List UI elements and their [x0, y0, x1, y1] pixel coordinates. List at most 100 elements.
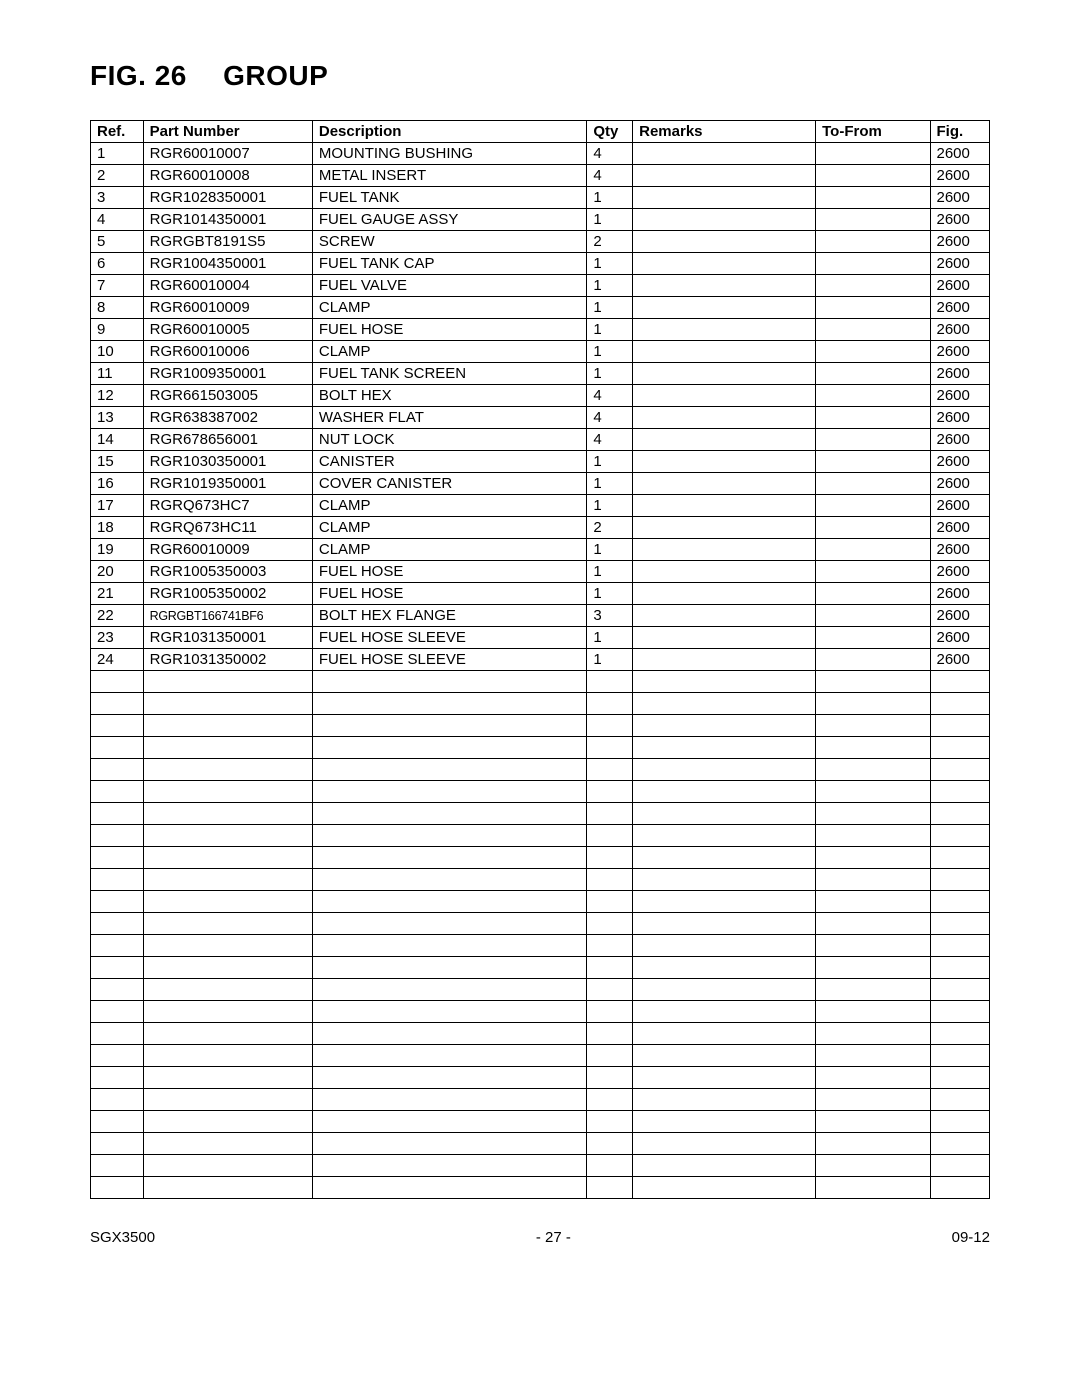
- cell-desc: BOLT HEX FLANGE: [312, 605, 587, 627]
- table-row: 22RGRGBT166741BF6BOLT HEX FLANGE32600: [91, 605, 990, 627]
- cell-ref: 6: [91, 253, 144, 275]
- cell-fig: 2600: [930, 649, 990, 671]
- cell-desc: [312, 1045, 587, 1067]
- cell-tf: [816, 847, 930, 869]
- cell-qty: 1: [587, 341, 633, 363]
- cell-rem: [633, 209, 816, 231]
- cell-desc: CLAMP: [312, 517, 587, 539]
- cell-pn: [143, 979, 312, 1001]
- cell-tf: [816, 473, 930, 495]
- table-row: 23RGR1031350001FUEL HOSE SLEEVE12600: [91, 627, 990, 649]
- cell-rem: [633, 1001, 816, 1023]
- cell-tf: [816, 935, 930, 957]
- cell-pn: [143, 1089, 312, 1111]
- cell-qty: 1: [587, 319, 633, 341]
- cell-rem: [633, 297, 816, 319]
- cell-pn: RGR661503005: [143, 385, 312, 407]
- table-row: [91, 1045, 990, 1067]
- cell-fig: 2600: [930, 165, 990, 187]
- cell-qty: 4: [587, 165, 633, 187]
- cell-fig: 2600: [930, 451, 990, 473]
- col-qty: Qty: [587, 121, 633, 143]
- cell-fig: 2600: [930, 143, 990, 165]
- cell-ref: [91, 759, 144, 781]
- cell-rem: [633, 341, 816, 363]
- cell-fig: [930, 1001, 990, 1023]
- table-row: [91, 1001, 990, 1023]
- cell-rem: [633, 143, 816, 165]
- cell-qty: 1: [587, 627, 633, 649]
- cell-ref: 2: [91, 165, 144, 187]
- cell-qty: [587, 935, 633, 957]
- cell-ref: [91, 913, 144, 935]
- cell-ref: 22: [91, 605, 144, 627]
- cell-fig: [930, 803, 990, 825]
- table-row: 8RGR60010009CLAMP12600: [91, 297, 990, 319]
- cell-rem: [633, 979, 816, 1001]
- cell-desc: CANISTER: [312, 451, 587, 473]
- cell-fig: [930, 1067, 990, 1089]
- cell-pn: [143, 781, 312, 803]
- cell-fig: [930, 1177, 990, 1199]
- cell-qty: [587, 671, 633, 693]
- cell-fig: 2600: [930, 473, 990, 495]
- cell-tf: [816, 1155, 930, 1177]
- cell-fig: [930, 891, 990, 913]
- cell-pn: [143, 693, 312, 715]
- table-row: 15RGR1030350001CANISTER12600: [91, 451, 990, 473]
- cell-desc: [312, 1177, 587, 1199]
- cell-tf: [816, 1089, 930, 1111]
- cell-ref: [91, 825, 144, 847]
- cell-pn: RGR1028350001: [143, 187, 312, 209]
- table-row: [91, 957, 990, 979]
- cell-rem: [633, 781, 816, 803]
- table-row: [91, 1155, 990, 1177]
- table-row: [91, 737, 990, 759]
- col-fig: Fig.: [930, 121, 990, 143]
- cell-rem: [633, 253, 816, 275]
- cell-qty: 3: [587, 605, 633, 627]
- cell-tf: [816, 451, 930, 473]
- cell-pn: [143, 1067, 312, 1089]
- cell-ref: 20: [91, 561, 144, 583]
- cell-ref: 15: [91, 451, 144, 473]
- cell-ref: 23: [91, 627, 144, 649]
- cell-ref: [91, 935, 144, 957]
- cell-fig: [930, 913, 990, 935]
- cell-rem: [633, 1111, 816, 1133]
- cell-rem: [633, 539, 816, 561]
- table-row: 3RGR1028350001FUEL TANK12600: [91, 187, 990, 209]
- cell-desc: [312, 759, 587, 781]
- cell-pn: [143, 891, 312, 913]
- cell-ref: 14: [91, 429, 144, 451]
- cell-ref: 4: [91, 209, 144, 231]
- cell-desc: CLAMP: [312, 297, 587, 319]
- cell-fig: [930, 759, 990, 781]
- table-row: [91, 1111, 990, 1133]
- cell-ref: 10: [91, 341, 144, 363]
- cell-ref: [91, 957, 144, 979]
- cell-fig: 2600: [930, 539, 990, 561]
- table-row: 14RGR678656001NUT LOCK42600: [91, 429, 990, 451]
- cell-fig: 2600: [930, 187, 990, 209]
- cell-qty: [587, 1089, 633, 1111]
- cell-rem: [633, 913, 816, 935]
- cell-ref: [91, 847, 144, 869]
- cell-tf: [816, 231, 930, 253]
- cell-rem: [633, 231, 816, 253]
- cell-ref: [91, 979, 144, 1001]
- cell-tf: [816, 495, 930, 517]
- cell-desc: [312, 1155, 587, 1177]
- cell-rem: [633, 1155, 816, 1177]
- cell-pn: [143, 913, 312, 935]
- cell-desc: [312, 869, 587, 891]
- cell-fig: 2600: [930, 319, 990, 341]
- cell-rem: [633, 429, 816, 451]
- cell-qty: 4: [587, 407, 633, 429]
- cell-qty: [587, 1023, 633, 1045]
- cell-pn: RGR60010005: [143, 319, 312, 341]
- cell-fig: 2600: [930, 231, 990, 253]
- cell-qty: [587, 781, 633, 803]
- cell-qty: [587, 979, 633, 1001]
- cell-desc: [312, 1067, 587, 1089]
